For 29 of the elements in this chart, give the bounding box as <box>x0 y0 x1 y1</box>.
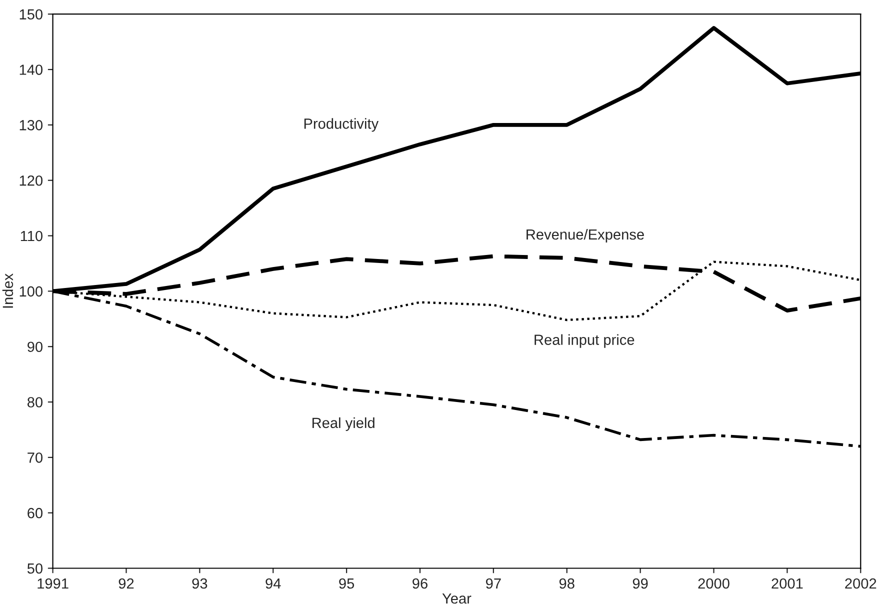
x-tick-label: 93 <box>192 578 208 589</box>
x-tick-label: 95 <box>339 578 354 589</box>
y-tick-label: 70 <box>28 452 43 463</box>
y-tick-label: 150 <box>20 9 43 20</box>
series-label: Productivity <box>304 118 379 132</box>
x-axis-title: Year <box>442 593 472 604</box>
y-tick-label: 110 <box>20 230 43 242</box>
y-tick-label: 100 <box>20 286 43 297</box>
x-tick-label: 94 <box>266 578 281 589</box>
x-tick-label: 92 <box>118 578 134 589</box>
x-tick-label: 2000 <box>698 578 730 589</box>
x-tick-label: 98 <box>559 578 574 589</box>
series-label: Revenue/Expense <box>526 228 644 243</box>
y-tick-label: 50 <box>27 563 43 574</box>
y-tick-label: 60 <box>28 508 43 518</box>
x-tick-label: 99 <box>632 578 648 589</box>
x-tick-label: 96 <box>412 578 428 589</box>
y-tick-label: 90 <box>28 342 43 352</box>
x-tick-label: 2001 <box>772 578 803 589</box>
y-tick-label: 120 <box>20 175 43 186</box>
y-tick-label: 140 <box>20 64 43 75</box>
x-tick-label: 2002 <box>845 578 876 589</box>
x-tick-label: 97 <box>486 578 501 589</box>
series-label: Real yield <box>312 417 374 431</box>
x-tick-label: 1991 <box>38 578 68 589</box>
y-axis-title: Index <box>2 273 14 308</box>
y-tick-label: 130 <box>20 120 43 130</box>
series-label: Real input price <box>534 334 634 348</box>
y-tick-label: 80 <box>27 397 43 408</box>
